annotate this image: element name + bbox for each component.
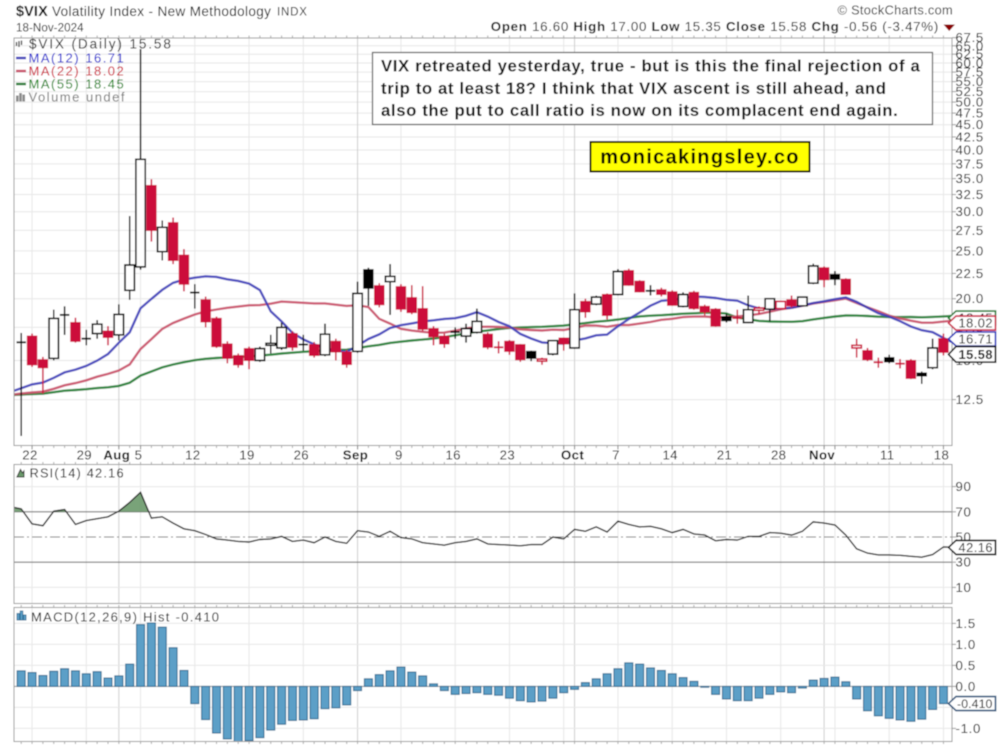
svg-text:29: 29: [77, 448, 92, 463]
svg-text:11: 11: [880, 448, 895, 463]
svg-text:Aug: Aug: [103, 448, 130, 463]
svg-text:25.0: 25.0: [956, 243, 984, 258]
svg-text:42.16: 42.16: [959, 540, 994, 555]
svg-text:Volatility Index - New Methodo: Volatility Index - New Methodology: [52, 4, 271, 19]
svg-text:50.0: 50.0: [956, 95, 984, 110]
svg-text:42.5: 42.5: [956, 130, 984, 145]
svg-text:$VIX (Daily) 15.58: $VIX (Daily) 15.58: [29, 37, 173, 52]
svg-text:27.5: 27.5: [956, 223, 984, 238]
svg-text:67.5: 67.5: [956, 30, 984, 45]
svg-text:0.5: 0.5: [956, 658, 976, 673]
svg-text:10: 10: [956, 580, 972, 595]
svg-text:19: 19: [239, 448, 254, 463]
svg-text:5: 5: [135, 448, 143, 463]
svg-text:VIX retreated yesterday, true: VIX retreated yesterday, true - but is t…: [381, 57, 920, 76]
svg-text:12.5: 12.5: [956, 392, 984, 407]
svg-text:23: 23: [500, 448, 515, 463]
svg-text:35.0: 35.0: [956, 171, 984, 186]
svg-text:-1.0: -1.0: [956, 721, 982, 736]
svg-text:15.58: 15.58: [959, 347, 994, 362]
svg-text:30: 30: [956, 555, 972, 570]
svg-text:MA(12) 16.71: MA(12) 16.71: [29, 51, 126, 66]
svg-text:62.5: 62.5: [956, 47, 984, 62]
svg-text:22.5: 22.5: [956, 266, 984, 281]
svg-text:18.02: 18.02: [959, 316, 994, 331]
svg-text:MA(55) 18.45: MA(55) 18.45: [29, 77, 126, 92]
svg-text:9: 9: [395, 448, 403, 463]
svg-text:18-Nov-2024: 18-Nov-2024: [16, 22, 84, 35]
svg-text:14: 14: [662, 448, 677, 463]
svg-text:57.5: 57.5: [956, 65, 984, 80]
svg-text:70: 70: [956, 504, 972, 519]
svg-text:26: 26: [294, 448, 309, 463]
svg-text:Open 16.60 High 17.00 Low 15.3: Open 16.60 High 17.00 Low 15.35 Close 15…: [491, 19, 939, 34]
svg-text:12: 12: [185, 448, 200, 463]
svg-text:© StockCharts.com: © StockCharts.com: [837, 3, 953, 18]
svg-text:47.5: 47.5: [956, 106, 984, 121]
svg-text:40.0: 40.0: [956, 143, 984, 158]
svg-text:22: 22: [22, 448, 37, 463]
svg-text:30.0: 30.0: [956, 204, 984, 219]
svg-text:21: 21: [717, 448, 732, 463]
svg-text:60.0: 60.0: [956, 56, 984, 71]
svg-text:37.5: 37.5: [956, 156, 984, 171]
svg-text:90: 90: [956, 479, 972, 494]
svg-text:55.0: 55.0: [956, 74, 984, 89]
svg-text:RSI(14) 42.16: RSI(14) 42.16: [30, 466, 125, 481]
svg-text:65.0: 65.0: [956, 38, 984, 53]
svg-text:16: 16: [445, 448, 460, 463]
svg-text:7: 7: [612, 448, 620, 463]
svg-text:MA(22) 18.02: MA(22) 18.02: [29, 64, 126, 79]
svg-text:monicakingsley.co: monicakingsley.co: [600, 147, 800, 169]
svg-text:also the put to call ratio is: also the put to call ratio is now on its…: [381, 101, 898, 120]
svg-text:18: 18: [934, 448, 949, 463]
svg-text:0.0: 0.0: [956, 679, 976, 694]
svg-text:20.0: 20.0: [956, 291, 984, 306]
svg-text:52.5: 52.5: [956, 84, 984, 99]
svg-text:Volume undef: Volume undef: [29, 90, 127, 105]
svg-text:INDX: INDX: [277, 7, 308, 19]
svg-text:-0.410: -0.410: [957, 697, 993, 711]
svg-text:MACD(12,26,9) Hist -0.410: MACD(12,26,9) Hist -0.410: [31, 610, 220, 625]
svg-text:trip to at least 18? I think t: trip to at least 18? I think that VIX as…: [381, 79, 887, 98]
svg-text:32.5: 32.5: [956, 187, 984, 202]
svg-text:$VIX: $VIX: [16, 4, 48, 20]
svg-text:1.5: 1.5: [956, 616, 976, 631]
svg-text:28: 28: [771, 448, 786, 463]
svg-text:16.71: 16.71: [959, 332, 994, 347]
svg-text:45.0: 45.0: [956, 117, 984, 132]
svg-text:Sep: Sep: [343, 448, 368, 463]
svg-text:Nov: Nov: [809, 448, 835, 463]
svg-text:Oct: Oct: [561, 448, 584, 463]
svg-text:1.0: 1.0: [956, 637, 976, 652]
